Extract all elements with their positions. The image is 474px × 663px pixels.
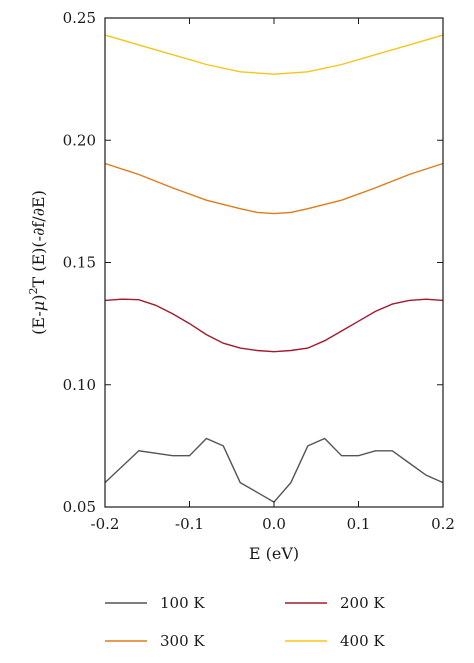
y-axis-label-mu: μ [29,301,48,311]
x-axis-label: E (eV) [249,544,299,563]
y-axis-label-part: (E- [29,311,48,335]
series-line-100-k [104,437,444,503]
plot-frame [104,17,444,508]
y-axis-label-superscript: 2 [27,288,40,295]
legend: 100 K 200 K 300 K 400 K [105,594,385,650]
y-axis-label: (E-μ)2T (E)(-∂f/∂E) [27,190,48,335]
series-line-300-k [104,162,444,215]
x-tick-label: 0.0 [262,515,286,533]
legend-label: 400 K [340,632,385,650]
y-tick-label: 0.05 [63,498,96,516]
y-tick-label: 0.10 [63,376,96,394]
legend-entry: 400 K [285,632,385,650]
y-tick-label: 0.20 [63,131,96,149]
legend-entry: 300 K [105,632,205,650]
y-axis: 0.05 0.10 0.15 0.20 0.25 [63,9,443,516]
x-tick-label: -0.1 [175,515,204,533]
x-axis: -0.2 -0.1 0.0 0.1 0.2 [91,18,455,533]
legend-label: 200 K [340,594,385,612]
x-tick-label: 0.2 [431,515,455,533]
series-line-400-k [104,34,444,75]
y-axis-label-part: ) [29,295,48,301]
series-line-200-k [104,298,444,353]
y-axis-label-part: T (E)(-∂f/∂E) [29,190,48,287]
plot-area [104,34,444,503]
x-tick-label: 0.1 [347,515,371,533]
y-tick-label: 0.15 [63,254,96,272]
x-tick-label: -0.2 [91,515,120,533]
legend-entry: 100 K [105,594,205,612]
y-tick-label: 0.25 [63,9,96,27]
legend-entry: 200 K [285,594,385,612]
legend-label: 100 K [160,594,205,612]
legend-label: 300 K [160,632,205,650]
